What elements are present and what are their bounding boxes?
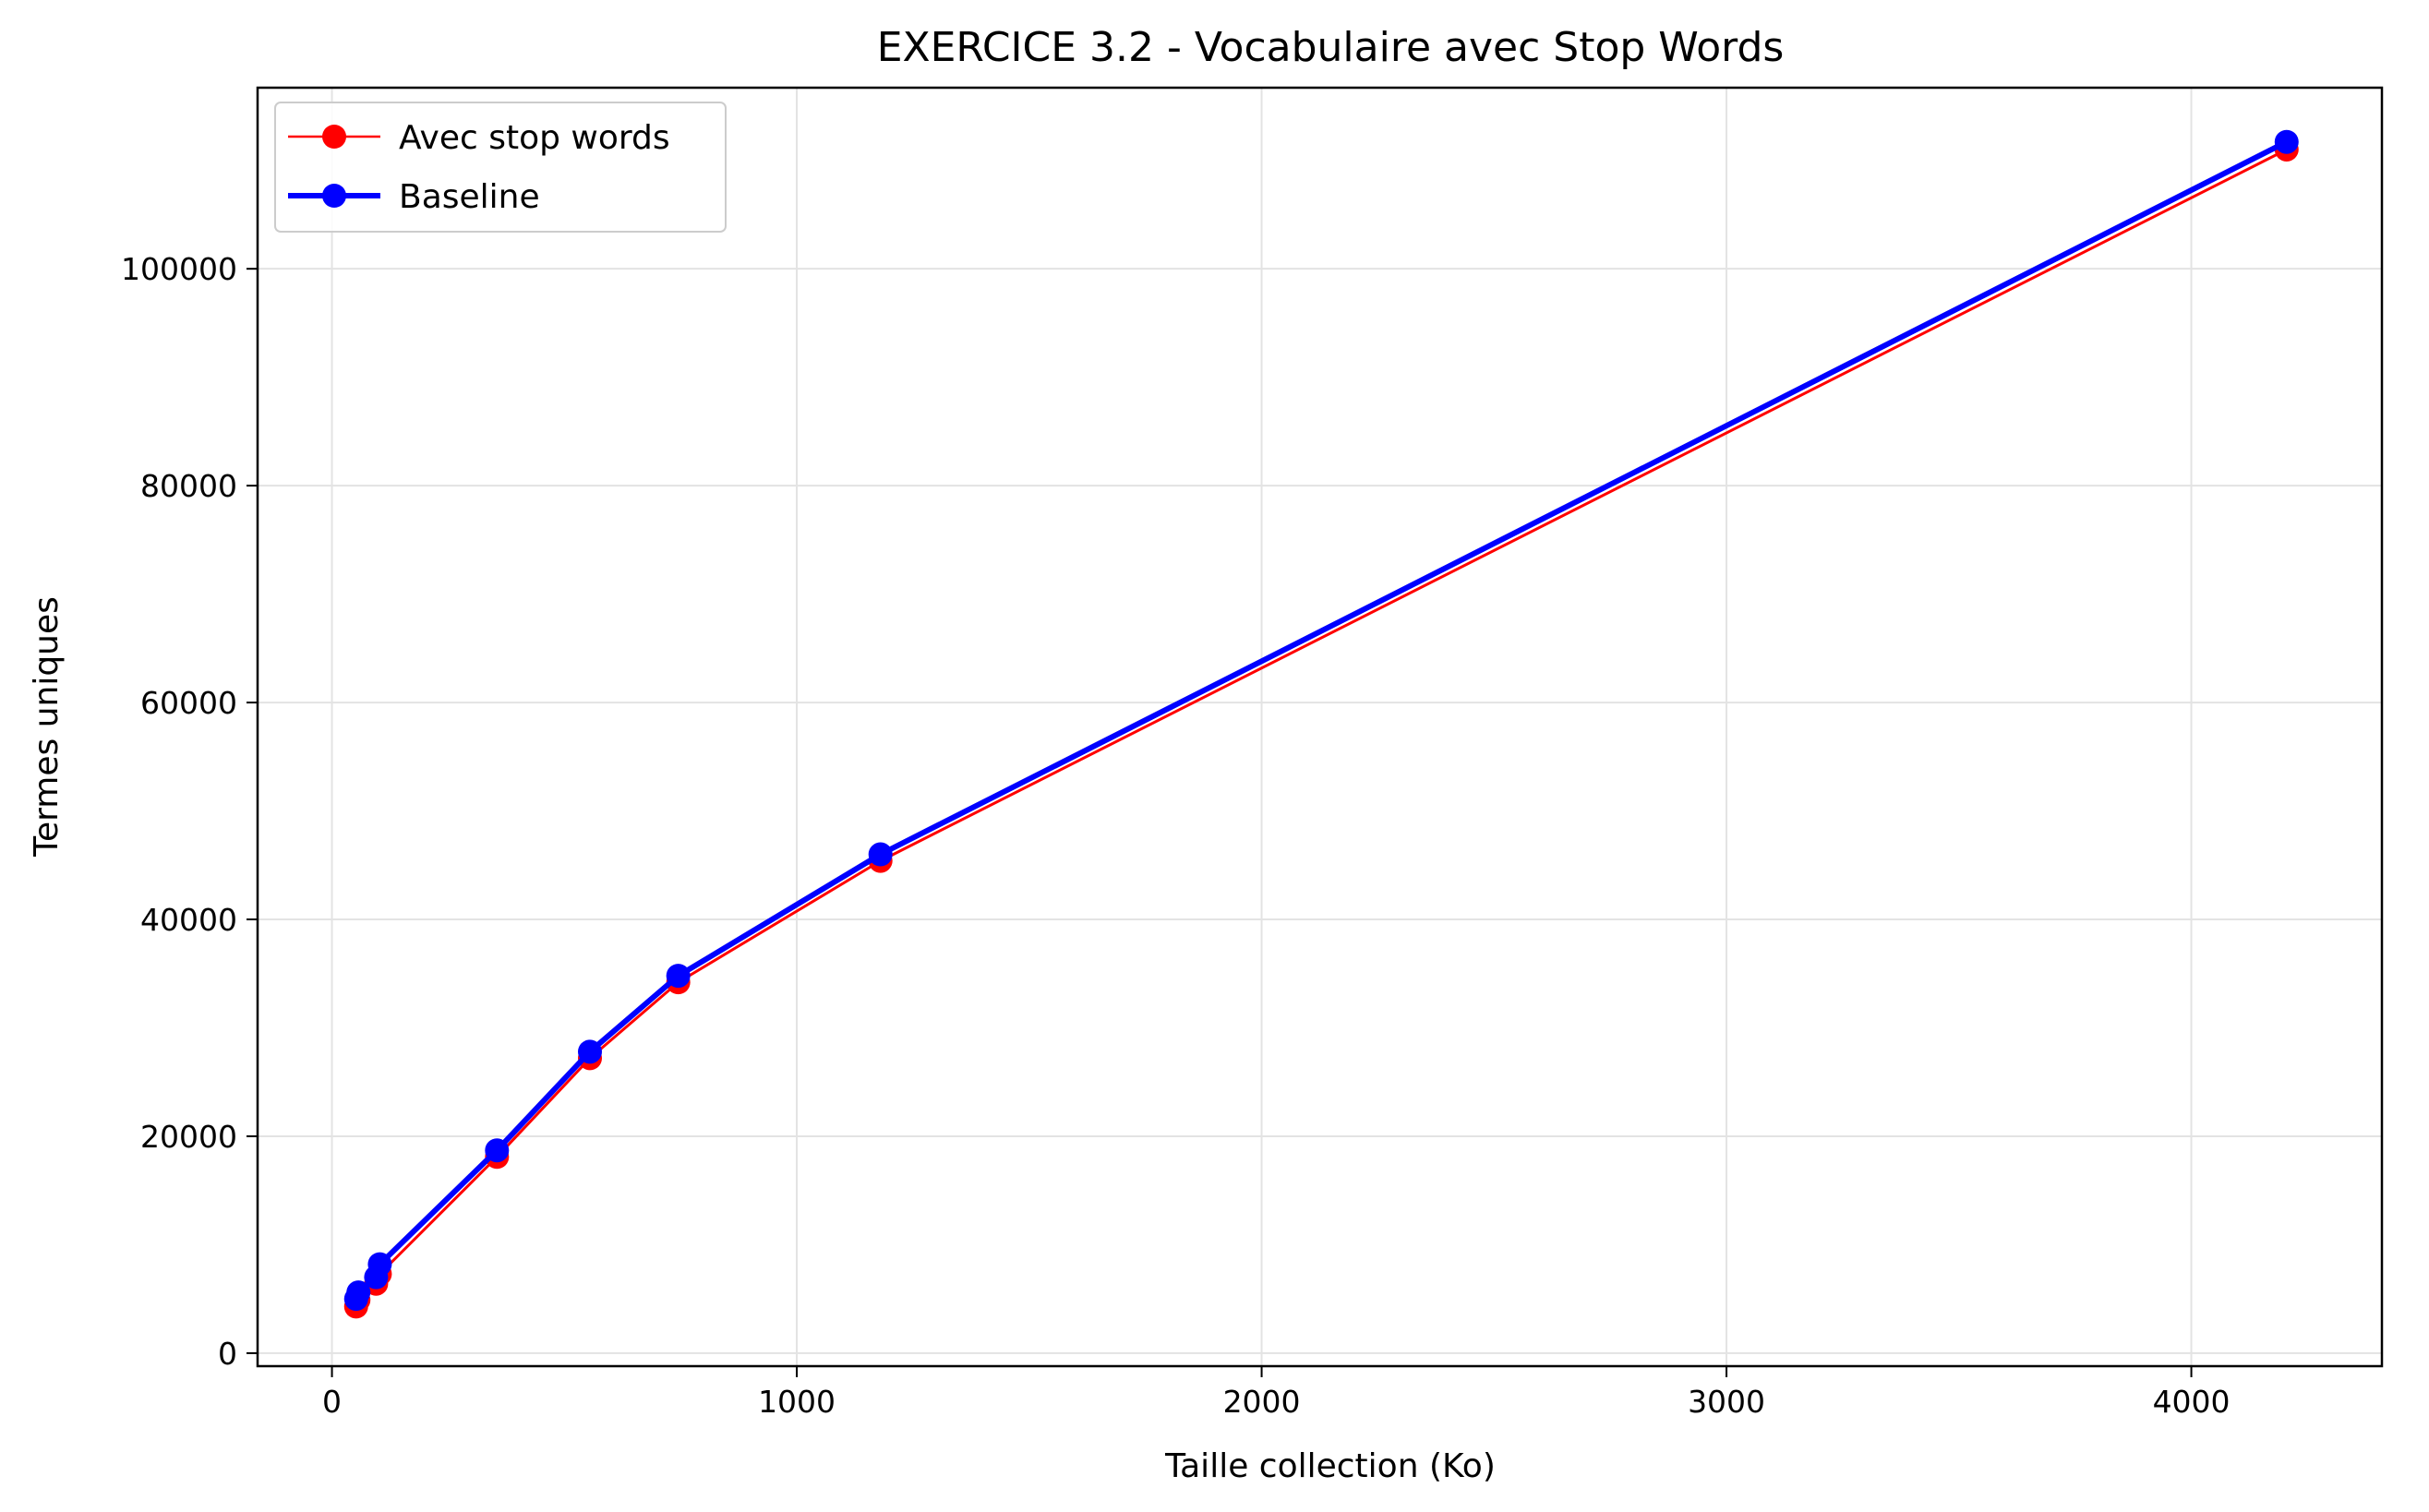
legend: Avec stop words Baseline: [274, 102, 727, 233]
x-axis-title: Taille collection (Ko): [1164, 1447, 1496, 1485]
legend-marker-baseline: [322, 184, 346, 208]
legend-marker-avec-stop-words: [322, 125, 346, 149]
data-point-baseline: [367, 1252, 392, 1277]
y-tick-label: 80000: [140, 468, 237, 504]
data-point-baseline: [346, 1280, 371, 1305]
x-tick-label: 3000: [1688, 1384, 1765, 1420]
legend-label-baseline: Baseline: [399, 178, 540, 216]
x-tick-label: 2000: [1223, 1384, 1301, 1420]
y-tick-label: 20000: [140, 1119, 237, 1155]
y-tick-label: 100000: [121, 251, 237, 287]
x-axis: 0 1000 2000 3000 4000: [322, 1366, 2231, 1420]
legend-label-avec-stop-words: Avec stop words: [399, 119, 670, 157]
series-layer: [343, 129, 2299, 1319]
y-tick-label: 60000: [140, 685, 237, 721]
x-tick-label: 4000: [2153, 1384, 2231, 1420]
data-point-baseline: [2274, 129, 2299, 154]
chart-title: EXERCICE 3.2 - Vocabulaire avec Stop Wor…: [877, 24, 1785, 71]
legend-box: [274, 102, 727, 233]
x-tick-label: 1000: [758, 1384, 836, 1420]
data-point-baseline: [485, 1138, 510, 1163]
data-point-baseline: [578, 1039, 603, 1064]
y-tick-label: 40000: [140, 902, 237, 938]
y-axis-title: Termes uniques: [28, 596, 66, 858]
x-tick-label: 0: [322, 1384, 342, 1420]
y-axis: 0 20000 40000 60000 80000 100000: [121, 251, 258, 1372]
data-point-baseline: [868, 842, 893, 867]
grid-lines: [258, 88, 2382, 1366]
plot-frame: [256, 86, 2384, 1368]
y-tick-label: 0: [218, 1336, 237, 1372]
data-point-baseline: [666, 964, 691, 989]
